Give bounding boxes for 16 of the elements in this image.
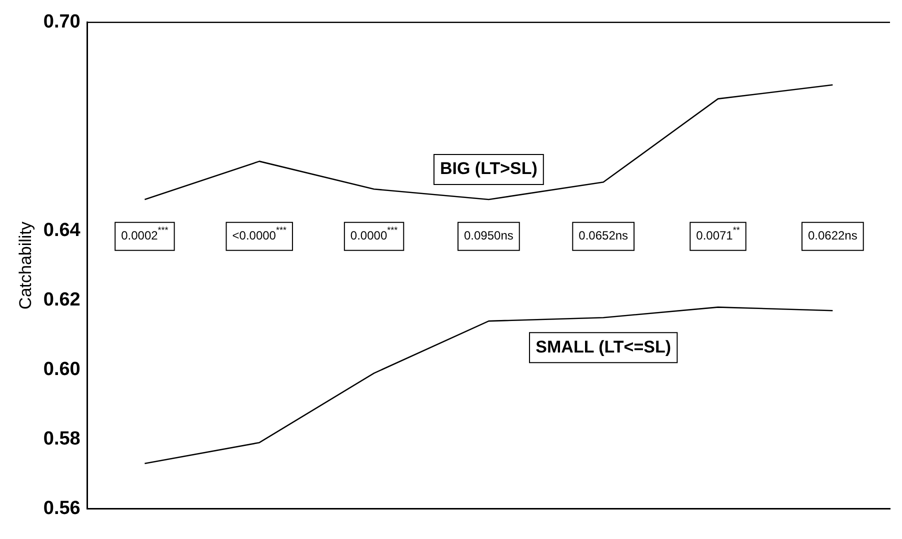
- annotation: 0.0622ns: [808, 228, 858, 243]
- y-tick-label: 0.56: [43, 498, 80, 519]
- y-tick-label: 0.64: [43, 220, 81, 242]
- series-label: BIG (LT>SL): [440, 159, 538, 178]
- y-tick-label: 0.58: [43, 428, 80, 450]
- annotation: 0.0652ns: [578, 228, 628, 243]
- series-label: SMALL (LT<=SL): [536, 337, 672, 356]
- annotation: <0.0000***: [232, 224, 287, 243]
- y-axis-title: Catchability: [16, 221, 35, 310]
- annotation: 0.0002***: [121, 224, 169, 243]
- y-tick-label: 0.70: [43, 12, 80, 33]
- y-tick-label: 0.62: [43, 289, 80, 310]
- annotation: 0.0000***: [350, 224, 398, 243]
- annotation: 0.0950ns: [464, 228, 514, 243]
- y-tick-label: 0.60: [43, 358, 80, 380]
- annotation: 0.0071**: [696, 224, 740, 243]
